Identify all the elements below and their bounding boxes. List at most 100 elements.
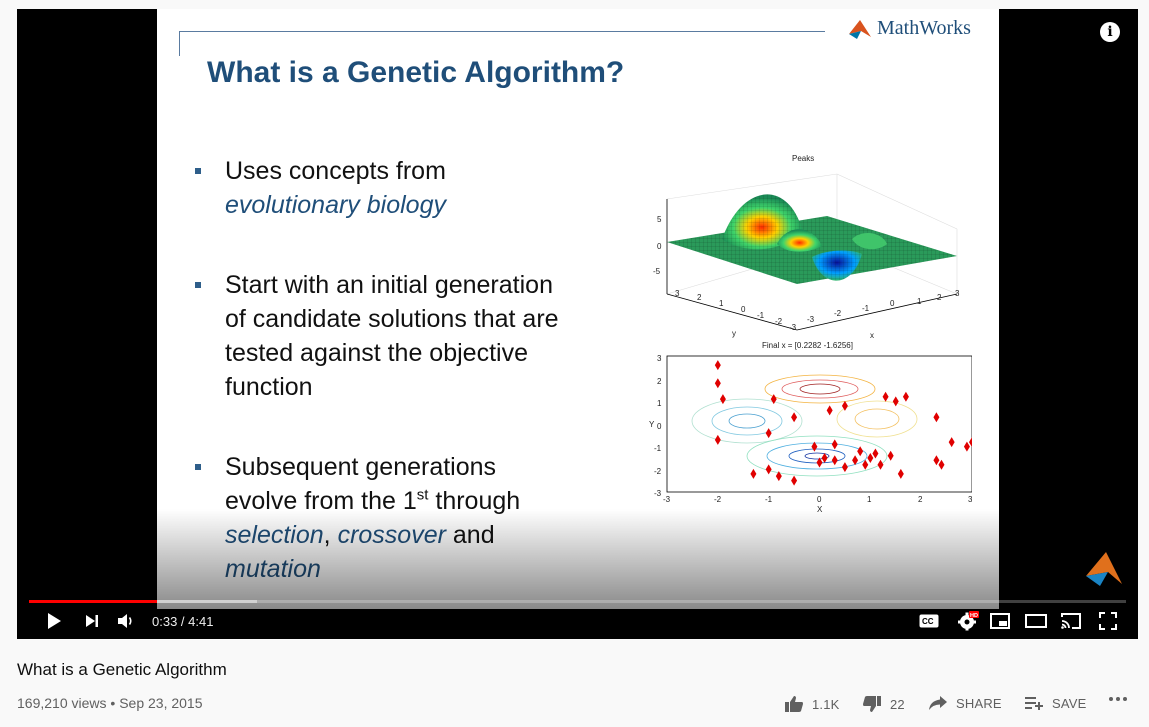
miniplayer-button[interactable] [988,608,1012,634]
membrane-icon [849,19,871,39]
text-span: , [323,521,338,549]
y-tick: -3 [654,489,662,498]
peaks-title: Peaks [792,154,815,163]
z-tick: 0 [657,242,662,251]
scatter-point [714,360,721,371]
x-tick: 2 [937,293,942,302]
scatter-point [831,439,838,450]
scatter-point [857,446,864,457]
skip-next-icon [86,615,98,627]
scatter-point [877,459,884,470]
scatter-point [938,459,945,470]
scatter-point [882,391,889,402]
bullet-square [195,464,201,470]
scatter-point [765,464,772,475]
theater-mode-icon [1025,614,1047,628]
peaks-surface-plot: Peaks [627,154,972,340]
scatter-point [933,412,940,423]
z-tick: 5 [657,215,662,224]
share-icon [929,696,947,710]
fullscreen-icon [1099,612,1117,630]
slide-title: What is a Genetic Algorithm? [207,56,625,89]
scatter-point [902,391,909,402]
duration: 4:41 [188,614,214,629]
player-controls: 0:33 / 4:41 CC HD [17,606,1138,636]
theater-mode-button[interactable] [1023,608,1049,634]
y-tick: 0 [741,305,746,314]
scatter-point [750,468,757,479]
meta-dot: • [106,695,120,711]
save-button[interactable]: SAVE [1024,695,1087,711]
scatter-point [770,394,777,405]
fullscreen-button[interactable] [1095,608,1121,634]
y-tick: 0 [657,422,662,431]
mathworks-logo: MathWorks [847,17,971,40]
y-tick: -1 [757,311,765,320]
next-button[interactable] [81,608,103,634]
x-tick: 3 [955,289,960,298]
scatter-point [775,471,782,482]
save-label: SAVE [1052,695,1087,711]
more-actions-button[interactable] [1108,696,1128,702]
scatter-point [887,450,894,461]
slide-rule [179,31,825,56]
like-count: 1.1K [812,696,840,712]
bullet-3-line-3: selection, crossover and [225,518,615,552]
bullet-3-line-2: evolve from the 1st through [225,484,615,518]
text-span: and [445,521,495,549]
bullet-2-line-2: of candidate solutions that are [225,305,559,333]
svg-text:CC: CC [922,617,934,626]
cast-button[interactable] [1058,608,1084,634]
x-tick: -3 [807,315,815,324]
scatter-point [816,457,823,468]
bullet-2-line-1: Start with an initial generation [225,271,553,299]
scatter-point [719,394,726,405]
x-tick: -1 [765,495,773,504]
scatter-point [714,434,721,445]
play-button[interactable] [41,608,67,634]
brand-name: MathWorks [877,17,971,39]
settings-button[interactable]: HD [954,608,982,634]
share-label: SHARE [956,695,1002,711]
x-tick: 0 [817,495,822,504]
like-button[interactable]: 1.1K [784,695,840,713]
y-axis-label: y [732,329,736,338]
hd-badge: HD [970,613,978,619]
peaks-surface-svg: 5 0 -5 3 2 1 0 -1 -2 -3 -3 -2 -1 0 1 2 3 [653,173,960,340]
x-tick: -2 [714,495,722,504]
x-tick: -3 [663,495,671,504]
scatter-point [948,437,955,448]
y-tick: -2 [775,317,783,326]
playlist-add-icon [1025,697,1043,710]
y-tick: -3 [789,323,797,332]
bullet-2-line-4: function [225,373,313,401]
x-tick: 1 [917,297,922,306]
dislike-button[interactable]: 22 [862,695,905,713]
upload-date: Sep 23, 2015 [119,695,203,711]
scatter-point [852,455,859,466]
y-tick: 3 [675,289,680,298]
scatter-point [811,441,818,452]
video-player[interactable]: MathWorks What is a Genetic Algorithm? U… [17,9,1138,639]
dislike-count: 22 [890,696,905,712]
x-tick: 1 [867,495,872,504]
bullet-1-line-1: Uses concepts from [225,157,446,185]
text-span: evolve from the 1 [225,487,417,515]
scatter-point [872,448,879,459]
share-button[interactable]: SHARE [928,695,1002,711]
y-tick: 2 [657,377,662,386]
info-icon[interactable]: i [1100,22,1120,42]
view-count: 169,210 views [17,695,107,711]
captions-button[interactable]: CC [917,608,941,634]
bullet-1-line-2: evolutionary biology [225,191,446,219]
volume-button[interactable] [115,608,137,634]
scatter-point [933,455,940,466]
video-frame-slide: MathWorks What is a Genetic Algorithm? U… [157,9,999,609]
scatter-point [765,428,772,439]
contour-lines [691,374,918,477]
bullet-square [195,282,201,288]
ga-plot-title: Final x = [0.2282 -1.6256] [762,341,853,350]
bullet-3: Subsequent generations evolve from the 1… [195,450,615,586]
scatter-point [841,400,848,411]
progress-bar[interactable] [29,600,1126,603]
